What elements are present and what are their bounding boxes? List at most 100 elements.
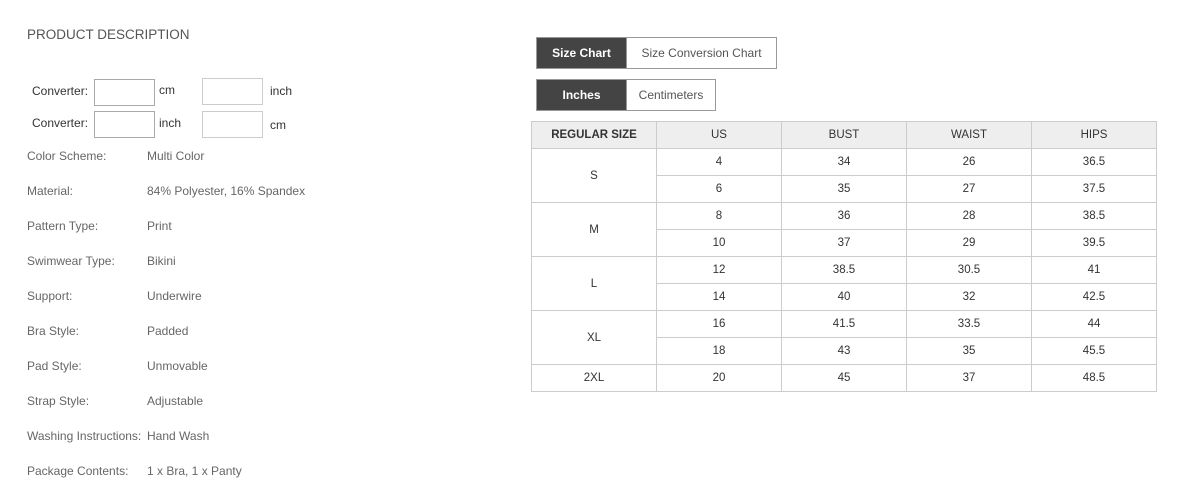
measure-cell: 18 bbox=[656, 337, 782, 365]
attribute-value: Padded bbox=[147, 324, 189, 338]
size-cell: 2XL bbox=[531, 364, 657, 392]
converter-label: Converter: bbox=[32, 84, 89, 98]
tab-size-chart[interactable]: Size Chart bbox=[537, 38, 626, 68]
attribute-label: Pad Style: bbox=[27, 359, 82, 373]
attribute-value: Unmovable bbox=[147, 359, 208, 373]
attribute-row: Swimwear Type: Bikini bbox=[27, 254, 176, 268]
attribute-row: Material: 84% Polyester, 16% Spandex bbox=[27, 184, 305, 198]
attribute-value: 1 x Bra, 1 x Panty bbox=[147, 464, 242, 478]
measure-cell: 40 bbox=[781, 283, 907, 311]
size-cell: L bbox=[531, 256, 657, 311]
unit-tabs: Inches Centimeters bbox=[536, 79, 716, 111]
measure-cell: 32 bbox=[906, 283, 1032, 311]
attribute-value: Adjustable bbox=[147, 394, 204, 408]
measure-cell: 8 bbox=[656, 202, 782, 230]
size-cell: XL bbox=[531, 310, 657, 365]
unit-label: cm bbox=[159, 83, 175, 97]
attribute-value: Hand Wash bbox=[147, 429, 210, 443]
table-row: S 4 34 26 36.5 bbox=[531, 148, 1157, 203]
measure-cell: 44 bbox=[1031, 310, 1157, 338]
measure-cell: 38.5 bbox=[1031, 202, 1157, 230]
measure-cell: 35 bbox=[781, 175, 907, 203]
table-row: L 12 38.5 30.5 41 bbox=[531, 256, 1157, 311]
converter-output-inch[interactable] bbox=[202, 78, 263, 105]
table-row: 10 37 29 39.5 bbox=[532, 229, 1157, 257]
measure-cell: 37.5 bbox=[1031, 175, 1157, 203]
measure-cell: 42.5 bbox=[1031, 283, 1157, 311]
attribute-label: Package Contents: bbox=[27, 464, 129, 478]
attribute-row: Pad Style: Unmovable bbox=[27, 359, 208, 373]
measure-cell: 45 bbox=[781, 364, 907, 392]
attribute-label: Washing Instructions: bbox=[27, 429, 142, 443]
measure-cell: 30.5 bbox=[906, 256, 1032, 284]
attribute-value: 84% Polyester, 16% Spandex bbox=[147, 184, 306, 198]
attribute-value: Multi Color bbox=[147, 149, 205, 163]
measure-cell: 45.5 bbox=[1031, 337, 1157, 365]
table-row: 18 43 35 45.5 bbox=[532, 337, 1157, 365]
column-header: WAIST bbox=[906, 121, 1032, 149]
attribute-row: Support: Underwire bbox=[27, 289, 202, 303]
measure-cell: 27 bbox=[906, 175, 1032, 203]
size-cell: M bbox=[531, 202, 657, 257]
measure-cell: 4 bbox=[656, 148, 782, 176]
converter-input-inch[interactable] bbox=[94, 111, 155, 138]
attribute-label: Color Scheme: bbox=[27, 149, 107, 163]
attribute-row: Pattern Type: Print bbox=[27, 219, 172, 233]
section-title: PRODUCT DESCRIPTION bbox=[27, 27, 190, 42]
measure-cell: 37 bbox=[906, 364, 1032, 392]
attribute-label: Swimwear Type: bbox=[27, 254, 115, 268]
attribute-label: Strap Style: bbox=[27, 394, 90, 408]
chart-tabs: Size Chart Size Conversion Chart bbox=[536, 37, 777, 69]
measure-cell: 6 bbox=[656, 175, 782, 203]
measure-cell: 39.5 bbox=[1031, 229, 1157, 257]
attribute-row: Color Scheme: Multi Color bbox=[27, 149, 204, 163]
unit-label: inch bbox=[159, 116, 182, 130]
measure-cell: 33.5 bbox=[906, 310, 1032, 338]
measure-cell: 43 bbox=[781, 337, 907, 365]
column-header: REGULAR SIZE bbox=[531, 121, 657, 149]
measure-cell: 29 bbox=[906, 229, 1032, 257]
converter-input-cm[interactable] bbox=[94, 79, 155, 106]
converter-output-cm[interactable] bbox=[202, 111, 263, 138]
tab-centimeters[interactable]: Centimeters bbox=[626, 80, 715, 110]
measure-cell: 41.5 bbox=[781, 310, 907, 338]
measure-cell: 16 bbox=[656, 310, 782, 338]
unit-label: inch bbox=[270, 84, 293, 98]
attribute-row: Bra Style: Padded bbox=[27, 324, 188, 338]
tab-size-conversion-chart[interactable]: Size Conversion Chart bbox=[626, 38, 776, 68]
attribute-value: Bikini bbox=[147, 254, 176, 268]
attribute-label: Support: bbox=[27, 289, 73, 303]
measure-cell: 14 bbox=[656, 283, 782, 311]
size-cell: S bbox=[531, 148, 657, 203]
attribute-row: Strap Style: Adjustable bbox=[27, 394, 203, 408]
unit-label: cm bbox=[270, 118, 286, 132]
measure-cell: 36.5 bbox=[1031, 148, 1157, 176]
column-header: BUST bbox=[781, 121, 907, 149]
attribute-row: Washing Instructions: Hand Wash bbox=[27, 429, 209, 443]
measure-cell: 28 bbox=[906, 202, 1032, 230]
attribute-row: Package Contents: 1 x Bra, 1 x Panty bbox=[27, 464, 242, 478]
measure-cell: 26 bbox=[906, 148, 1032, 176]
measure-cell: 34 bbox=[781, 148, 907, 176]
tab-inches[interactable]: Inches bbox=[537, 80, 626, 110]
measure-cell: 12 bbox=[656, 256, 782, 284]
table-row: 14 40 32 42.5 bbox=[532, 283, 1157, 311]
measure-cell: 38.5 bbox=[781, 256, 907, 284]
size-table: REGULAR SIZE US BUST WAIST HIPS S 4 34 26 36.5 6 35… bbox=[531, 121, 1157, 392]
column-header: HIPS bbox=[1031, 121, 1157, 149]
measure-cell: 20 bbox=[656, 364, 782, 392]
measure-cell: 37 bbox=[781, 229, 907, 257]
attribute-label: Material: bbox=[27, 184, 74, 198]
table-row: M 8 36 28 38.5 bbox=[531, 202, 1157, 257]
measure-cell: 35 bbox=[906, 337, 1032, 365]
table-row: XL 16 41.5 33.5 44 bbox=[531, 310, 1157, 365]
attribute-label: Pattern Type: bbox=[27, 219, 99, 233]
attribute-value: Print bbox=[147, 219, 172, 233]
measure-cell: 10 bbox=[656, 229, 782, 257]
table-row: 2XL 20 45 37 48.5 bbox=[531, 364, 1157, 392]
measure-cell: 41 bbox=[1031, 256, 1157, 284]
attribute-label: Bra Style: bbox=[27, 324, 80, 338]
measure-cell: 36 bbox=[781, 202, 907, 230]
column-header: US bbox=[656, 121, 782, 149]
attribute-value: Underwire bbox=[147, 289, 202, 303]
